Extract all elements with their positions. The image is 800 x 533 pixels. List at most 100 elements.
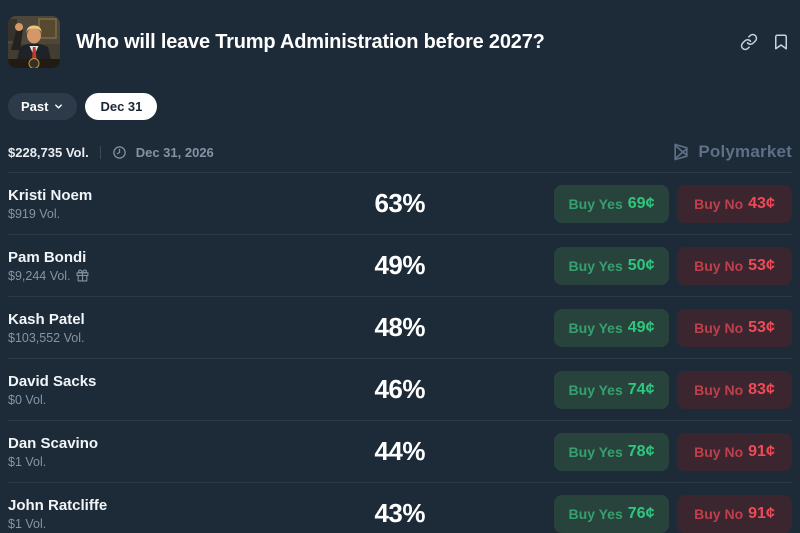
outcome-info: John Ratcliffe $1 Vol. bbox=[8, 497, 325, 531]
outcome-info: Pam Bondi $9,244 Vol. bbox=[8, 249, 325, 283]
buy-yes-button[interactable]: Buy Yes 76¢ bbox=[554, 494, 669, 533]
outcome-volume: $103,552 Vol. bbox=[8, 330, 85, 345]
outcome-row: John Ratcliffe $1 Vol. 43% bbox=[8, 483, 792, 533]
buy-no-price: 53¢ bbox=[748, 318, 775, 336]
outcome-info: Dan Scavino $1 Vol. bbox=[8, 435, 325, 469]
buy-no-price: 91¢ bbox=[748, 442, 775, 460]
outcome-volume-line: $103,552 Vol. bbox=[8, 331, 325, 345]
buy-yes-price: 76¢ bbox=[627, 504, 655, 522]
buy-yes-button[interactable]: Buy Yes 69¢ bbox=[554, 184, 669, 223]
market-header: Who will leave Trump Administration befo… bbox=[8, 0, 792, 68]
outcome-row: David Sacks $0 Vol. 46% bbox=[8, 359, 792, 421]
outcome-info: Kristi Noem $919 Vol. bbox=[8, 187, 325, 221]
outcome-chance: 44% bbox=[374, 436, 425, 466]
buy-no-button[interactable]: Buy No 53¢ bbox=[677, 246, 792, 285]
outcome-row: Pam Bondi $9,244 Vol. 49% bbox=[8, 235, 792, 297]
polymarket-wordmark: Polymarket bbox=[698, 142, 792, 161]
buy-no-button[interactable]: Buy No 53¢ bbox=[677, 308, 792, 347]
outcome-name: Pam Bondi bbox=[8, 248, 87, 266]
outcome-buttons: Buy Yes 69¢ Buy No 43¢ bbox=[554, 184, 792, 223]
outcome-volume-line: $9,244 Vol. bbox=[8, 269, 325, 283]
buy-yes-price: 69¢ bbox=[627, 194, 655, 212]
trump-photo-illustration bbox=[8, 16, 60, 68]
chevron-down-icon bbox=[55, 104, 63, 109]
outcome-volume-line: $1 Vol. bbox=[8, 517, 325, 531]
link-icon bbox=[740, 33, 758, 51]
buy-no-label: Buy No bbox=[694, 443, 744, 460]
buy-yes-button[interactable]: Buy Yes 78¢ bbox=[554, 432, 669, 471]
buy-no-label: Buy No bbox=[694, 319, 744, 336]
buy-yes-price: 78¢ bbox=[627, 442, 655, 460]
buy-yes-label: Buy Yes bbox=[568, 443, 623, 460]
buy-yes-price: 74¢ bbox=[627, 380, 655, 398]
outcome-volume: $1 Vol. bbox=[8, 516, 47, 531]
market-end-date: Dec 31, 2026 bbox=[135, 144, 214, 160]
outcome-buttons: Buy Yes 49¢ Buy No 53¢ bbox=[554, 308, 792, 347]
outcome-volume-line: $919 Vol. bbox=[8, 207, 325, 221]
outcome-row: Kash Patel $103,552 Vol. 48% bbox=[8, 297, 792, 359]
buy-yes-button[interactable]: Buy Yes 49¢ bbox=[554, 308, 669, 347]
buy-no-button[interactable]: Buy No 43¢ bbox=[677, 184, 792, 223]
buy-no-label: Buy No bbox=[694, 505, 744, 522]
buy-no-label: Buy No bbox=[694, 195, 744, 212]
buy-no-label: Buy No bbox=[694, 381, 744, 398]
outcome-name: Dan Scavino bbox=[8, 434, 99, 452]
market-title: Who will leave Trump Administration befo… bbox=[76, 30, 545, 53]
outcome-volume: $0 Vol. bbox=[8, 392, 47, 407]
outcome-buttons: Buy Yes 74¢ Buy No 83¢ bbox=[554, 370, 792, 409]
filter-row: Past Dec 31 bbox=[8, 93, 792, 120]
buy-no-price: 43¢ bbox=[748, 194, 775, 212]
outcome-volume: $1 Vol. bbox=[8, 454, 47, 469]
market-volume: $228,735 Vol. bbox=[8, 144, 89, 160]
outcome-volume: $9,244 Vol. bbox=[8, 268, 71, 283]
outcome-row: Dan Scavino $1 Vol. 44% bbox=[8, 421, 792, 483]
outcome-buttons: Buy Yes 76¢ Buy No 91¢ bbox=[554, 494, 792, 533]
outcome-name: Kash Patel bbox=[8, 310, 85, 328]
past-filter-dropdown[interactable]: Past bbox=[8, 93, 78, 120]
buy-no-button[interactable]: Buy No 83¢ bbox=[677, 370, 792, 409]
outcome-row: Kristi Noem $919 Vol. 63% bbox=[8, 173, 792, 235]
outcome-chance: 49% bbox=[374, 250, 425, 280]
buy-yes-button[interactable]: Buy Yes 74¢ bbox=[554, 370, 669, 409]
outcome-info: Kash Patel $103,552 Vol. bbox=[8, 311, 325, 345]
bookmark-button[interactable] bbox=[772, 33, 790, 51]
outcome-name: Kristi Noem bbox=[8, 186, 93, 204]
buy-yes-label: Buy Yes bbox=[568, 195, 623, 212]
buy-yes-price: 50¢ bbox=[627, 256, 655, 274]
outcome-volume-line: $1 Vol. bbox=[8, 455, 325, 469]
buy-yes-button[interactable]: Buy Yes 50¢ bbox=[554, 246, 669, 285]
polymarket-logo: Polymarket bbox=[671, 142, 792, 162]
gift-icon bbox=[76, 269, 89, 282]
header-actions bbox=[740, 33, 790, 51]
buy-yes-label: Buy Yes bbox=[568, 319, 623, 336]
outcome-chance: 63% bbox=[374, 188, 425, 218]
outcome-list: Kristi Noem $919 Vol. 63% bbox=[8, 173, 792, 533]
outcome-name: David Sacks bbox=[8, 372, 97, 390]
copy-link-button[interactable] bbox=[740, 33, 758, 51]
outcome-info: David Sacks $0 Vol. bbox=[8, 373, 325, 407]
date-filter-chip[interactable]: Dec 31 bbox=[85, 93, 158, 120]
buy-no-price: 91¢ bbox=[748, 504, 775, 522]
outcome-chance: 48% bbox=[374, 312, 425, 342]
outcome-chance: 46% bbox=[374, 374, 425, 404]
bookmark-icon bbox=[775, 34, 787, 50]
outcome-buttons: Buy Yes 78¢ Buy No 91¢ bbox=[554, 432, 792, 471]
buy-no-button[interactable]: Buy No 91¢ bbox=[677, 494, 792, 533]
buy-yes-label: Buy Yes bbox=[568, 381, 623, 398]
market-avatar bbox=[8, 16, 60, 68]
buy-yes-label: Buy Yes bbox=[568, 257, 623, 274]
buy-yes-price: 49¢ bbox=[627, 318, 655, 336]
buy-no-button[interactable]: Buy No 91¢ bbox=[677, 432, 792, 471]
outcome-volume-line: $0 Vol. bbox=[8, 393, 325, 407]
clock-icon bbox=[112, 145, 127, 160]
stats-left: $228,735 Vol. Dec 31, 2026 bbox=[8, 145, 214, 160]
stats-row: $228,735 Vol. Dec 31, 2026 Polymarket bbox=[8, 142, 792, 173]
polymarket-icon bbox=[674, 143, 688, 161]
outcome-name: John Ratcliffe bbox=[8, 496, 108, 514]
buy-no-price: 83¢ bbox=[748, 380, 775, 398]
buy-no-price: 53¢ bbox=[748, 256, 775, 274]
stat-divider bbox=[99, 145, 101, 159]
buy-no-label: Buy No bbox=[694, 257, 744, 274]
outcome-volume: $919 Vol. bbox=[8, 206, 61, 221]
